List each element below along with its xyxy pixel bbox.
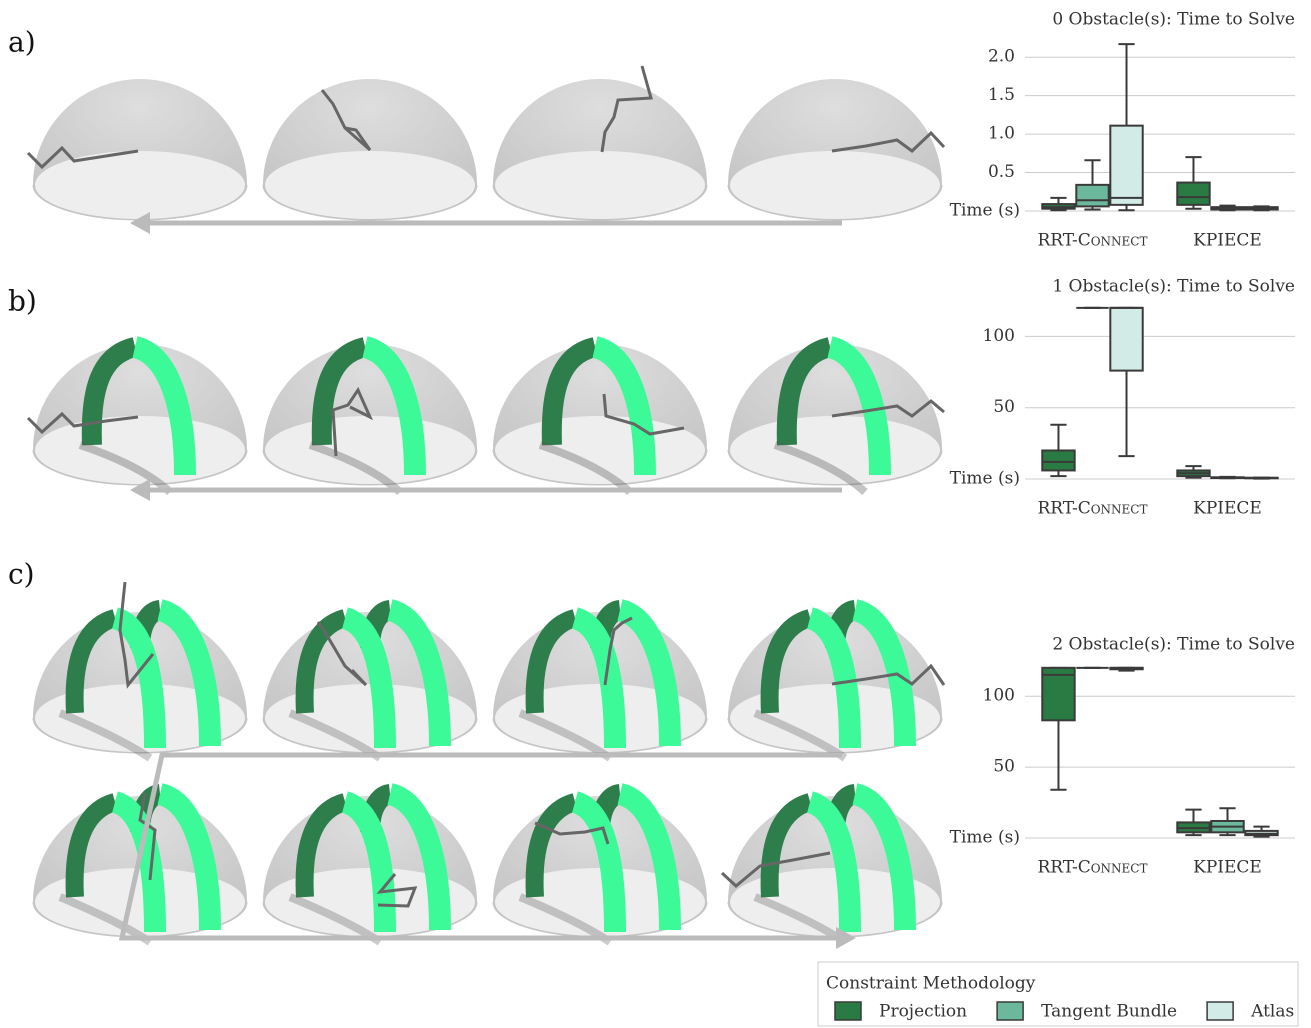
legend-swatch: [1206, 1001, 1234, 1021]
panel-label: c): [8, 558, 35, 591]
robot-arm: [26, 411, 139, 435]
y-tick-label: 2.0: [988, 47, 1015, 67]
chart-title: 0 Obstacle(s): Time to Solve: [1052, 10, 1295, 30]
box: [1075, 183, 1110, 208]
robot-arm: [320, 89, 372, 152]
box: [1041, 449, 1076, 472]
x-tick-label: RRT-Connect: [1038, 499, 1148, 519]
arrows: [118, 212, 856, 949]
robot-arm: [316, 621, 368, 687]
box: [1176, 181, 1211, 206]
robot-arm: [600, 65, 653, 153]
y-axis-label: Time (s): [950, 469, 1020, 489]
robot-arm: [831, 399, 945, 418]
y-tick-label: 1.5: [988, 85, 1015, 105]
legend-label: Tangent Bundle: [1041, 1002, 1177, 1022]
legend-title: Constraint Methodology: [826, 974, 1036, 994]
x-tick-label: KPIECE: [1193, 231, 1262, 251]
panel-label: a): [8, 26, 36, 59]
arrow-head: [836, 927, 856, 949]
robot-arm: [831, 663, 946, 686]
robot-arm: [118, 581, 155, 689]
robot-arm: [602, 393, 685, 436]
chart-title: 2 Obstacle(s): Time to Solve: [1052, 635, 1295, 655]
hemisphere: [492, 343, 708, 486]
robot-arm: [331, 386, 374, 457]
chart-title: 1 Obstacle(s): Time to Solve: [1052, 277, 1295, 297]
box: [1041, 666, 1076, 722]
box: [1109, 124, 1144, 206]
robot-arm: [720, 851, 831, 888]
arrow-head: [130, 212, 150, 234]
y-tick-label: 100: [983, 686, 1015, 706]
robot-arm: [376, 873, 418, 908]
arrow-head: [130, 479, 150, 501]
y-tick-label: 0.5: [988, 162, 1015, 182]
robot-arm: [534, 821, 610, 845]
legend-label: Atlas: [1250, 1002, 1294, 1022]
robot-arm: [831, 130, 946, 153]
x-tick-label: KPIECE: [1193, 499, 1262, 519]
box: [1109, 306, 1144, 372]
y-tick-label: 50: [993, 757, 1015, 777]
hemisphere: [492, 78, 708, 221]
x-tick-label: RRT-Connect: [1038, 231, 1148, 251]
robot-arm: [603, 616, 633, 686]
hemisphere: [32, 343, 248, 486]
y-tick-label: 100: [983, 326, 1015, 346]
arrow: [118, 752, 842, 941]
robot-arm: [26, 145, 139, 170]
legend-swatch: [996, 1001, 1024, 1021]
y-tick-label: 50: [993, 397, 1015, 417]
x-tick-label: RRT-Connect: [1038, 858, 1148, 878]
legend-swatch: [834, 1001, 862, 1021]
x-tick-label: KPIECE: [1193, 858, 1262, 878]
legend-label: Projection: [879, 1002, 967, 1022]
panel-label: b): [8, 285, 37, 318]
y-axis-label: Time (s): [950, 828, 1020, 848]
y-tick-label: 1.0: [988, 124, 1015, 144]
y-axis-label: Time (s): [950, 201, 1020, 221]
